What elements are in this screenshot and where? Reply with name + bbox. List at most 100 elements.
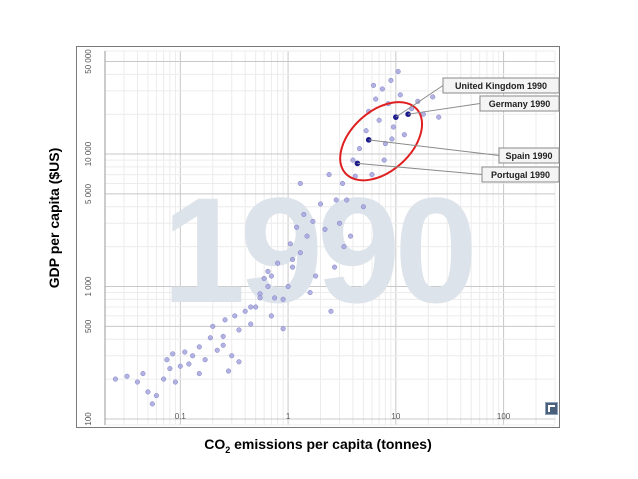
- data-point: [202, 357, 208, 363]
- y-tick-label: 50 000: [84, 49, 93, 74]
- data-point: [285, 283, 291, 290]
- data-point: [265, 268, 271, 274]
- data-point: [186, 361, 192, 367]
- data-point: [360, 204, 366, 210]
- label-leader-line: [408, 103, 481, 115]
- y-tick-label: 10 000: [84, 141, 93, 166]
- data-point: [225, 368, 232, 374]
- data-point: [356, 146, 363, 152]
- data-point: [164, 357, 170, 363]
- data-point: [388, 77, 394, 83]
- label-box: [498, 147, 560, 164]
- data-point: [242, 308, 248, 314]
- data-point: [220, 333, 226, 339]
- data-point: [289, 264, 296, 270]
- data-points: [112, 68, 442, 407]
- data-point: [301, 211, 307, 217]
- data-point: [248, 321, 254, 327]
- data-point: [210, 323, 216, 329]
- x-tick-label: 10: [391, 412, 400, 421]
- country-label: Germany 1990: [489, 99, 551, 109]
- data-point: [149, 401, 155, 407]
- data-point: [280, 326, 286, 332]
- data-point: [275, 260, 281, 266]
- data-point: [333, 197, 339, 203]
- y-axis-label: GDP per capita ($US): [46, 147, 62, 289]
- data-point: [397, 92, 403, 98]
- grid: [104, 50, 556, 426]
- data-point: [430, 94, 436, 100]
- data-point: [261, 275, 267, 282]
- data-point: [390, 124, 396, 130]
- y-tick-label: 1 000: [84, 276, 93, 297]
- data-point: [348, 233, 354, 239]
- data-point: [268, 273, 274, 279]
- data-point: [322, 226, 328, 232]
- data-point: [304, 233, 310, 239]
- data-point: [265, 283, 271, 290]
- data-point: [436, 114, 442, 120]
- data-point: [307, 290, 313, 296]
- data-point: [112, 376, 118, 382]
- data-point: [336, 220, 343, 226]
- country-label: Spain 1990: [505, 151, 552, 161]
- data-point: [344, 197, 350, 203]
- data-point: [167, 366, 173, 372]
- label-box: [479, 95, 560, 112]
- axis-ticks: 0.1 1 10 100 100 500 1 000 5 000 10 000 50 000: [84, 49, 511, 426]
- data-point: [220, 342, 226, 348]
- data-point: [297, 180, 303, 186]
- data-point: [310, 218, 316, 224]
- data-point: [287, 241, 293, 247]
- label-leader-line: [395, 85, 444, 118]
- data-point: [389, 136, 395, 142]
- data-point: [313, 273, 319, 279]
- data-point: [326, 172, 332, 178]
- data-point: [222, 317, 228, 323]
- data-point: [214, 347, 220, 353]
- x-axis-label: CO2 emissions per capita (tonnes): [204, 436, 432, 455]
- x-tick-label: 100: [497, 412, 511, 421]
- data-point: [381, 157, 387, 163]
- data-point: [379, 86, 385, 92]
- data-point: [297, 250, 303, 256]
- country-label: United Kingdom 1990: [455, 81, 547, 91]
- data-point: [236, 359, 242, 365]
- data-point: [395, 68, 401, 75]
- data-point: [172, 379, 178, 385]
- data-point: [253, 304, 259, 310]
- data-point: [232, 313, 238, 319]
- data-point: [182, 349, 188, 355]
- data-point: [280, 296, 286, 302]
- data-point: [145, 389, 151, 395]
- plot-area: 1990 0.1 1 10 100 100 500 1 000 5 000 10 000 50 0…: [76, 46, 560, 428]
- data-point: [229, 353, 235, 359]
- label-leader-line: [357, 162, 483, 175]
- data-point: [339, 180, 346, 186]
- y-tick-label: 100: [84, 412, 93, 426]
- data-point: [153, 393, 159, 399]
- data-point: [289, 256, 296, 263]
- data-point: [268, 313, 274, 319]
- data-point: [177, 363, 183, 369]
- annotations: United Kingdom 1990 Germany 1990 Spain 199…: [339, 77, 560, 183]
- expand-icon[interactable]: [545, 402, 558, 415]
- x-tick-label: 1: [286, 412, 291, 421]
- data-point: [328, 308, 334, 314]
- label-box: [442, 77, 560, 94]
- year-watermark: 1990: [162, 166, 472, 334]
- data-point: [294, 224, 300, 230]
- data-point: [248, 304, 254, 310]
- data-point: [196, 371, 202, 377]
- highlight-ellipse: [339, 101, 424, 182]
- data-point: [257, 295, 263, 301]
- country-label: Portugal 1990: [491, 170, 550, 180]
- data-point: [140, 371, 146, 377]
- data-point: [124, 373, 130, 379]
- label-leader-line: [368, 139, 500, 156]
- data-point: [373, 96, 379, 102]
- data-point: [369, 172, 375, 178]
- data-point: [317, 201, 324, 207]
- data-point: [134, 379, 140, 385]
- data-point: [370, 82, 377, 88]
